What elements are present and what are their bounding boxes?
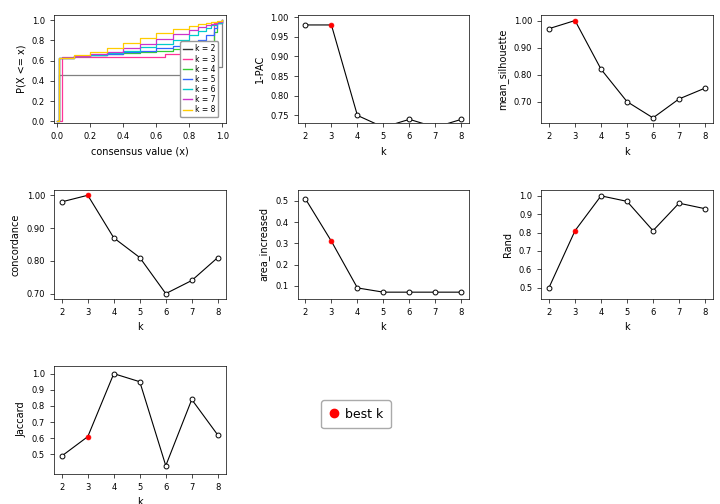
Y-axis label: area_increased: area_increased bbox=[259, 208, 270, 281]
X-axis label: consensus value (x): consensus value (x) bbox=[91, 147, 189, 157]
X-axis label: k: k bbox=[624, 147, 630, 157]
X-axis label: k: k bbox=[624, 322, 630, 332]
Y-axis label: mean_silhouette: mean_silhouette bbox=[498, 29, 508, 110]
Legend: best k: best k bbox=[321, 400, 390, 428]
Y-axis label: 1-PAC: 1-PAC bbox=[255, 55, 264, 83]
Legend: k = 2, k = 3, k = 4, k = 5, k = 6, k = 7, k = 8: k = 2, k = 3, k = 4, k = 5, k = 6, k = 7… bbox=[180, 41, 218, 117]
X-axis label: k: k bbox=[381, 147, 386, 157]
X-axis label: k: k bbox=[381, 322, 386, 332]
X-axis label: k: k bbox=[137, 497, 143, 504]
Y-axis label: P(X <= x): P(X <= x) bbox=[16, 45, 26, 93]
X-axis label: k: k bbox=[137, 322, 143, 332]
Y-axis label: Jaccard: Jaccard bbox=[16, 402, 26, 437]
Y-axis label: Rand: Rand bbox=[503, 232, 513, 257]
Y-axis label: concordance: concordance bbox=[11, 213, 21, 276]
